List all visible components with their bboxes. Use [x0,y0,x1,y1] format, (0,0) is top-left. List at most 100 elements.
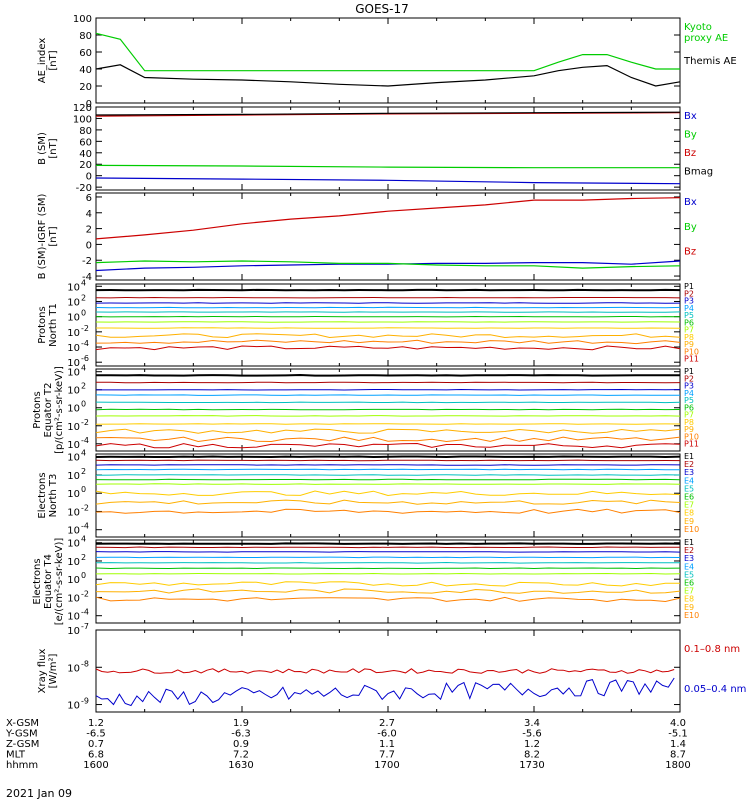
y-tick-exponent: -4 [81,339,89,348]
y-tick-label: 60 [79,137,92,148]
channel-label: E3 [684,468,694,477]
orbit-value: 1.2 [88,718,104,729]
orbit-value: 1.1 [379,739,395,750]
y-tick-label: 10 [67,626,80,637]
orbit-value: 7.7 [379,750,395,761]
y-tick-exponent: 2 [81,467,86,476]
y-tick-exponent: -2 [81,418,89,427]
orbit-row-label: hhmm [6,760,38,771]
y-axis-label: Equator T2 [43,383,54,438]
y-tick-label: 100 [73,114,92,125]
orbit-value: 1800 [665,760,690,771]
y-tick-label: 10 [67,404,80,415]
channel-line [95,556,681,559]
orbit-value: 1600 [83,760,108,771]
channel-line [95,499,681,505]
channel-line [95,442,681,449]
y-tick-exponent: -2 [81,503,89,512]
y-tick-label: 60 [79,48,92,59]
y-tick-exponent: -4 [81,608,89,617]
legend-label: Kyoto [684,22,712,33]
y-tick-label: 10 [67,313,80,324]
legend-label: Bx [684,111,697,122]
series-line-by [95,260,681,269]
orbit-value: 1.4 [670,739,686,750]
channel-line [95,596,681,603]
y-tick-label: 10 [67,297,80,308]
y-tick-label: -20 [76,183,92,194]
y-tick-label: 0 [86,99,92,110]
series-line-themis-ae [95,64,681,87]
y-tick-label: 10 [67,368,80,379]
channel-label: P2 [684,289,694,298]
orbit-value: 1.2 [524,739,540,750]
y-tick-exponent: -8 [81,659,89,668]
channel-line [95,508,681,514]
y-tick-label: 10 [67,343,80,354]
y-tick-exponent: 2 [81,382,86,391]
y-tick-label: 10 [67,575,80,586]
legend-label: By [684,129,697,140]
channel-line [95,542,681,545]
channel-line [95,588,681,594]
y-tick-exponent: -6 [81,354,89,363]
channel-label: P5 [684,311,694,320]
channel-label: E4 [684,476,694,485]
channel-label: P8 [684,333,694,342]
y-tick-exponent: 4 [81,278,86,287]
series-line-bx [95,177,681,185]
channel-label: E4 [684,562,694,571]
channel-line [95,306,681,309]
legend-label: Bmag [684,166,713,177]
channel-line [95,474,681,476]
legend-label: 0.1–0.8 nm [684,644,740,655]
y-axis-label: Xray flux [37,649,48,694]
channel-label: P1 [684,282,694,291]
y-tick-label: 10 [67,557,80,568]
orbit-value: 0.7 [88,739,104,750]
y-tick-exponent: 0 [81,309,86,318]
y-tick-exponent: 2 [81,293,86,302]
orbit-value: 3.4 [524,718,540,729]
orbit-value: 8.2 [524,750,540,761]
y-tick-label: 4 [86,209,92,220]
series-line-bz [95,197,681,240]
channel-line [95,408,681,411]
y-tick-label: 10 [67,453,80,464]
orbit-value: 7.2 [233,750,249,761]
orbit-row-label: Z-GSM [6,739,39,750]
y-tick-exponent: -2 [81,324,89,333]
channel-label: E3 [684,554,694,563]
channel-label: E7 [684,587,694,596]
channel-label: P7 [684,326,694,335]
orbit-value: -5.6 [522,729,542,740]
channel-line [95,567,681,570]
channel-line [95,401,681,404]
series-line-bmag [95,111,681,116]
y-axis-label: [e/(cm²-s-sr-keV)] [54,538,65,626]
y-tick-label: 10 [67,489,80,500]
y-tick-label: 80 [79,126,92,137]
channel-label: P10 [684,432,699,441]
y-tick-exponent: 4 [81,535,86,544]
y-tick-exponent: 4 [81,449,86,458]
orbit-value: 0.9 [233,739,249,750]
channel-label: E6 [684,579,694,588]
y-axis-label: North T1 [48,303,59,347]
channel-line [95,551,681,553]
y-tick-label: 10 [67,328,80,339]
xray-series-line [95,668,675,674]
y-tick-label: 10 [67,358,80,369]
channel-line [95,572,681,575]
channel-label: P4 [684,304,694,313]
orbit-row-label: MLT [6,750,26,761]
y-tick-exponent: -9 [81,697,89,706]
y-tick-label: 10 [67,422,80,433]
y-axis-label: [W/m²] [48,653,59,688]
y-tick-label: 0 [86,172,92,183]
y-axis-label: Electrons [37,472,48,518]
orbit-value: -5.1 [668,729,688,740]
channel-line [95,483,681,485]
channel-label: E9 [684,517,694,526]
series-line-by [95,164,680,169]
